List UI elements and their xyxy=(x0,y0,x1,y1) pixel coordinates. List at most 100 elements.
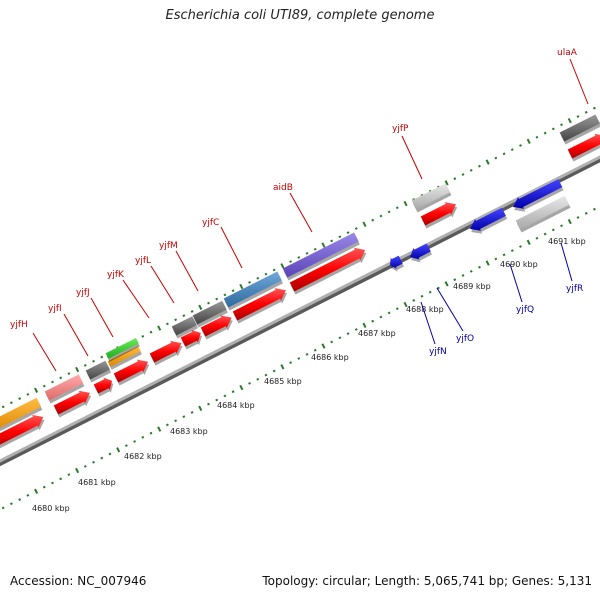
tick-mark xyxy=(305,352,309,356)
tick-mark xyxy=(223,293,227,297)
cds-block-reverse[interactable] xyxy=(410,243,431,260)
gene-label-yjfJ[interactable]: yjfJ xyxy=(76,288,90,298)
tick-mark xyxy=(75,467,80,474)
tick-mark xyxy=(453,278,457,282)
gene-block-gray[interactable] xyxy=(192,300,227,325)
gene-label-yjfI[interactable]: yjfI xyxy=(48,304,62,314)
gene-block-orange[interactable] xyxy=(0,397,42,433)
tick-mark xyxy=(535,236,539,240)
gene-block-steel[interactable] xyxy=(223,271,282,308)
tick-mark xyxy=(207,402,210,406)
tick-mark xyxy=(83,464,87,468)
tick-mark xyxy=(387,210,391,214)
scale-label: 4685 kbp xyxy=(264,377,302,386)
tick-mark xyxy=(149,431,153,435)
tick-mark xyxy=(18,498,22,501)
gene-label-yjfN[interactable]: yjfN xyxy=(429,347,447,357)
tick-mark xyxy=(519,144,522,147)
tick-mark xyxy=(1,405,5,409)
gene-block-gray[interactable] xyxy=(171,316,197,336)
gene-label-ulaA[interactable]: ulaA xyxy=(557,48,578,58)
tick-mark xyxy=(313,247,317,251)
tick-mark xyxy=(215,297,219,301)
tick-mark xyxy=(592,207,596,211)
cds-block[interactable] xyxy=(113,359,149,383)
scale-label: 4690 kbp xyxy=(500,260,538,269)
tick-mark xyxy=(338,336,342,340)
gene-label-yjfC[interactable]: yjfC xyxy=(202,218,219,228)
tick-mark xyxy=(108,452,112,456)
scale-label: 4681 kbp xyxy=(78,478,116,487)
gene-label-yjfQ[interactable]: yjfQ xyxy=(516,305,534,315)
tick-mark xyxy=(198,304,203,310)
tick-mark xyxy=(535,135,539,139)
tick-mark xyxy=(100,456,104,460)
cds-block[interactable] xyxy=(200,315,232,337)
cds-block[interactable] xyxy=(180,329,201,347)
cds-block[interactable] xyxy=(93,377,113,394)
cds-block-reverse[interactable] xyxy=(470,207,506,231)
cds-block[interactable] xyxy=(289,247,366,292)
tick-mark xyxy=(526,138,531,145)
gene-block-gray[interactable] xyxy=(559,114,600,142)
gene-block-orange[interactable] xyxy=(107,346,141,367)
gene-block-purple[interactable] xyxy=(282,232,359,278)
gene-block-light-reverse[interactable] xyxy=(515,195,570,230)
tick-mark xyxy=(42,485,46,489)
tick-mark xyxy=(256,276,260,280)
tick-mark xyxy=(289,361,293,365)
gene-features[interactable] xyxy=(0,114,600,453)
tick-mark xyxy=(526,239,531,246)
tick-mark xyxy=(1,506,5,510)
scale-label: 4684 kbp xyxy=(217,401,255,410)
tick-mark xyxy=(26,494,30,497)
tick-mark xyxy=(330,340,334,344)
tick-mark xyxy=(272,369,276,373)
scale-label: 4689 kbp xyxy=(453,282,491,291)
cds-block[interactable] xyxy=(567,133,600,159)
gene-label-aidB[interactable]: aidB xyxy=(273,183,293,193)
map-title: Escherichia coli UTI89, complete genome xyxy=(165,8,435,23)
scale-label: 4687 kbp xyxy=(358,329,396,338)
tick-mark xyxy=(297,357,301,360)
tick-mark xyxy=(248,281,251,284)
tick-mark xyxy=(510,148,514,152)
gene-block-pink[interactable] xyxy=(44,374,84,401)
cds-block-reverse[interactable] xyxy=(513,179,563,209)
cds-block[interactable] xyxy=(149,340,182,363)
scale-label: 4686 kbp xyxy=(311,353,349,362)
gene-label-yjfL[interactable]: yjfL xyxy=(135,256,151,266)
gene-label-yjfK[interactable]: yjfK xyxy=(107,270,125,280)
gene-block-gray[interactable] xyxy=(85,360,110,380)
cds-block[interactable] xyxy=(0,414,44,450)
gene-block-light[interactable] xyxy=(411,183,451,210)
tick-mark xyxy=(403,301,408,308)
tick-mark xyxy=(18,397,22,400)
genome-summary-text: Topology: circular; Length: 5,065,741 bp… xyxy=(262,574,592,588)
tick-mark xyxy=(510,249,514,253)
tick-mark xyxy=(420,294,424,298)
gene-label-yjfO[interactable]: yjfO xyxy=(456,334,474,344)
tick-mark xyxy=(551,127,555,131)
tick-mark xyxy=(141,435,145,439)
gene-label-yjfM[interactable]: yjfM xyxy=(159,241,178,251)
tick-mark xyxy=(133,440,137,443)
tick-mark xyxy=(379,315,383,319)
gene-label-yjfR[interactable]: yjfR xyxy=(566,284,583,294)
cds-block[interactable] xyxy=(232,288,286,321)
tick-mark xyxy=(551,228,555,232)
tick-mark xyxy=(165,423,169,427)
tick-mark xyxy=(453,177,457,181)
cds-block[interactable] xyxy=(53,390,90,415)
tick-mark xyxy=(264,373,268,377)
cds-block[interactable] xyxy=(420,202,456,226)
tick-mark xyxy=(502,152,506,156)
scale-label: 4691 kbp xyxy=(548,237,586,246)
gene-label-yjfP[interactable]: yjfP xyxy=(392,124,409,134)
cds-block-reverse[interactable] xyxy=(390,255,403,269)
gene-label-yjfH[interactable]: yjfH xyxy=(10,320,28,330)
gene-block-green[interactable] xyxy=(105,338,139,359)
scale-label: 4688 kbp xyxy=(406,305,444,314)
tick-mark xyxy=(67,473,71,477)
